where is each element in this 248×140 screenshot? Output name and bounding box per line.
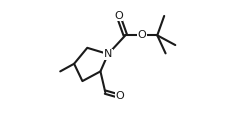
- Text: O: O: [138, 30, 146, 40]
- Text: N: N: [104, 49, 112, 59]
- Text: O: O: [116, 91, 124, 101]
- Text: O: O: [114, 11, 123, 21]
